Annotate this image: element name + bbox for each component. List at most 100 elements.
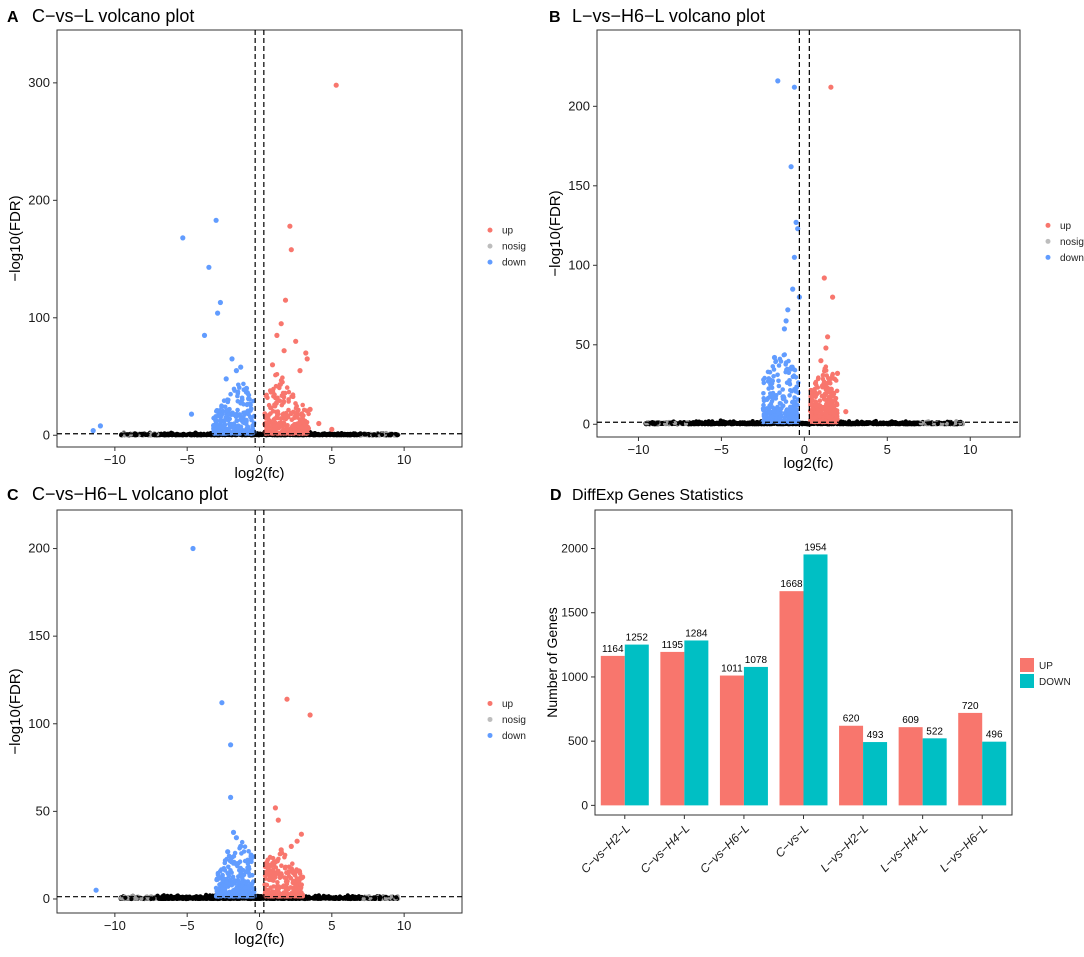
up-point [263,876,268,881]
up-point [821,379,827,385]
nosig-point [697,419,702,424]
up-point [263,424,269,430]
down-point [769,391,775,397]
down-point [776,363,782,368]
x-tick-label: −10 [104,918,126,933]
legend-swatch-up [487,227,493,233]
up-point [301,407,307,413]
nosig-point [740,420,745,426]
up-point [285,413,291,419]
legend-label-up: up [502,226,514,237]
up-point [834,402,840,408]
up-point [832,407,838,412]
down-point [235,407,240,413]
down-point [771,374,776,379]
down-point [771,408,777,414]
x-tick-label: 0 [256,918,263,933]
up-point [296,420,301,426]
down-point [224,880,229,885]
up-point [281,420,287,426]
down-point [217,418,223,424]
up-point [265,414,271,420]
panel-label: A [7,9,19,26]
up-point [293,338,299,344]
plot-frame [596,29,1021,438]
down-point [789,364,794,370]
up-point [819,410,825,416]
nosig-point [349,895,354,900]
up-point [274,413,280,418]
panel-label: B [549,9,561,26]
up-point [269,362,276,368]
down-point [768,419,774,425]
up-point [275,395,280,401]
down-point [251,879,256,884]
up-point [819,393,825,399]
x-tick-label: 5 [328,918,335,933]
up-point [299,425,305,431]
down-point [782,415,787,421]
down-point [793,386,798,392]
down-point [241,849,247,854]
up-point [265,865,270,871]
down-point [771,354,778,361]
up-point [278,378,284,383]
down-point [222,893,228,899]
nosig-point [372,895,377,900]
y-axis-label: −log10(FDR) [7,668,24,754]
down-point [244,893,250,899]
legend-swatch-up [1045,222,1051,228]
nosig-point [119,432,124,437]
down-point [791,84,797,90]
legend-swatch-down [1045,254,1051,260]
nosig-point [388,432,393,437]
volcano-chart-b: B L−vs−H6−L volcano plot−10 −5 0 5 1005010015… [547,6,1084,472]
up-point [299,411,305,416]
up-point [820,373,826,378]
down-point [236,879,241,885]
up-point [289,417,295,423]
down-point [249,885,255,891]
down-point [245,408,251,414]
legend-label-up: up [1060,221,1072,232]
down-point [241,381,246,387]
legend-swatch-nosig [487,243,493,249]
down-point [242,885,248,890]
up-point [812,415,818,420]
nosig-point [935,421,940,427]
down-point [791,399,796,405]
y-tick-label: 0 [43,891,50,906]
down-point [240,889,245,894]
nosig-point [871,422,876,427]
up-point [289,394,294,399]
panel-label: C [7,487,19,504]
nosig-point [175,896,180,901]
up-point [284,870,289,876]
down-point [789,388,794,394]
up-point [297,368,303,374]
up-point [281,398,287,404]
down-point [220,886,226,891]
y-tick-label: 100 [28,716,50,731]
chart-title: L−vs−H6−L volcano plot [572,6,765,26]
down-point [217,299,223,306]
down-point [234,418,239,424]
down-point [777,356,783,362]
down-point [226,890,231,896]
down-point [767,410,772,415]
down-point [769,379,775,385]
chart-title: C−vs−L volcano plot [32,6,194,26]
down-point [236,874,241,879]
x-tick-label: 10 [963,442,977,457]
down-point [790,286,796,292]
down-point [233,368,239,374]
nosig-point [889,421,894,426]
down-point [224,856,229,862]
legend-label-nosig: nosig [1060,237,1084,248]
down-point [235,894,241,899]
up-point [282,297,289,303]
down-point [791,410,797,416]
nosig-point [196,896,201,901]
down-point [775,78,781,84]
nosig-point [700,421,705,427]
